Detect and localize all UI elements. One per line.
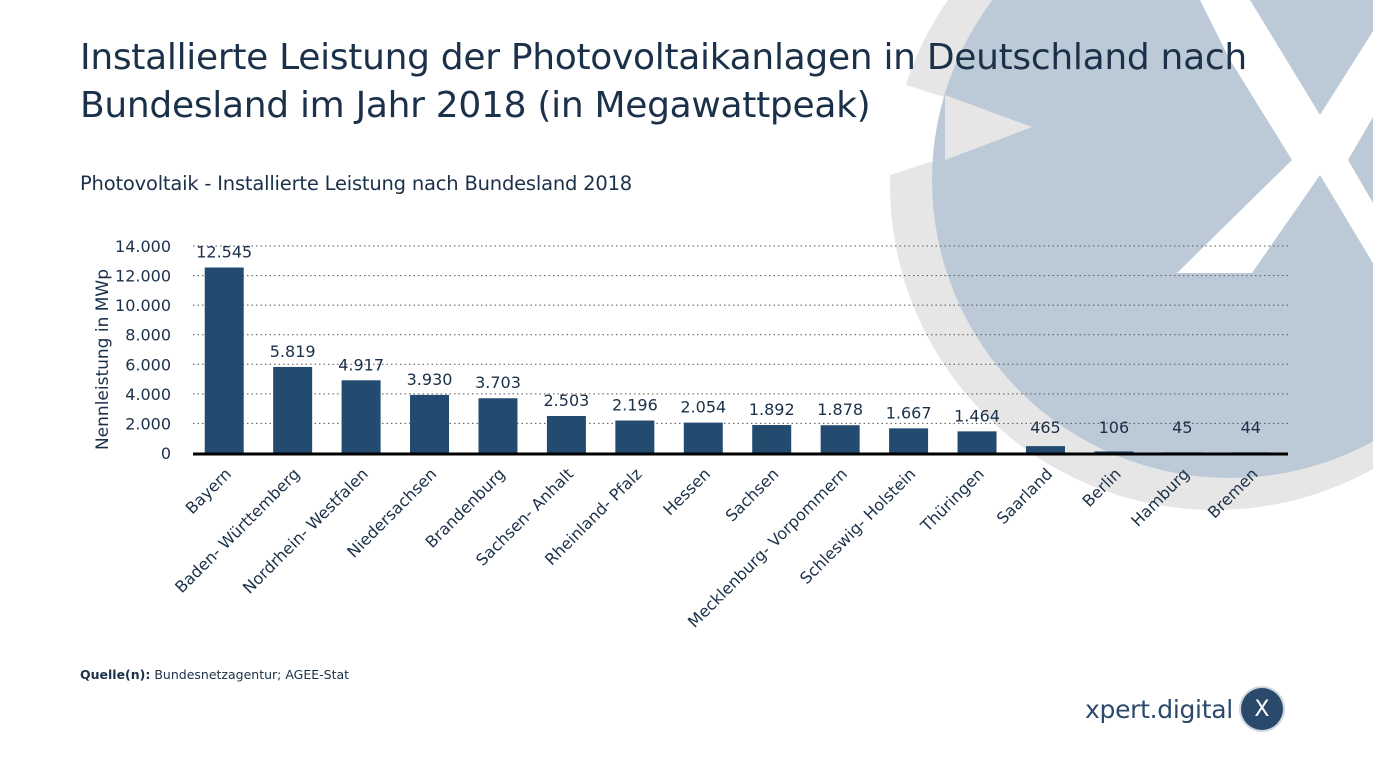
value-label: 1.667: [886, 403, 932, 422]
bar: [1094, 451, 1134, 453]
value-label: 4.917: [338, 355, 384, 374]
y-axis-label: Nennleistung in MWp: [93, 269, 113, 450]
y-tick-label: 6.000: [125, 355, 171, 374]
source-note: Quelle(n): Bundesnetzagentur; AGEE-Stat: [80, 667, 349, 682]
value-label: 2.196: [612, 396, 658, 415]
value-label: 45: [1172, 418, 1192, 437]
value-label: 3.930: [407, 370, 453, 389]
value-labels: 12.545 5.819 4.917 3.930 3.703 2.503 2.196 2.05…: [196, 243, 1261, 437]
bar: [204, 267, 244, 453]
value-label: 2.054: [680, 398, 726, 417]
y-tick-label: 10.000: [115, 296, 171, 315]
page-title: Installierte Leistung der Photovoltaikan…: [80, 37, 1247, 126]
value-label: 3.703: [475, 373, 521, 392]
x-tick-label: Nordrhein- Westfalen: [239, 464, 372, 597]
background-logo-notch: [945, 95, 1032, 160]
value-label: 1.464: [954, 406, 1000, 425]
y-tick-label: 0: [161, 444, 171, 463]
brand-name: xpert.digital: [1085, 694, 1233, 724]
x-tick-label: Baden- Württemberg: [171, 464, 303, 596]
bar: [273, 366, 313, 453]
bar: [957, 431, 997, 453]
value-label: 106: [1099, 418, 1130, 437]
value-label: 5.819: [270, 342, 316, 361]
x-tick-label: Bayern: [182, 464, 235, 517]
brand-logo-link[interactable]: xpert.digital X: [1085, 688, 1283, 730]
bar: [889, 428, 929, 453]
value-label: 12.545: [196, 243, 252, 262]
chart-title: Photovoltaik - Installierte Leistung nac…: [80, 172, 633, 195]
y-tick-label: 2.000: [125, 414, 171, 433]
y-tick-label: 4.000: [125, 385, 171, 404]
y-axis-ticks: 0 2.000 4.000 6.000 8.000 10.000 12.000 14.000: [115, 237, 171, 463]
value-label: 1.878: [817, 400, 863, 419]
y-tick-label: 14.000: [115, 237, 171, 256]
background-logo-circle: [932, 0, 1373, 478]
x-tick-label: Berlin: [1078, 464, 1124, 510]
bars: [204, 267, 1271, 453]
source-label: Quelle(n):: [80, 667, 151, 682]
value-label: 465: [1030, 418, 1061, 437]
x-tick-label: Hamburg: [1127, 464, 1193, 530]
bar: [615, 420, 655, 453]
y-tick-label: 12.000: [115, 267, 171, 286]
x-tick-label: Sachsen: [722, 464, 783, 525]
bar: [683, 422, 723, 453]
value-label: 1.892: [749, 400, 795, 419]
bar: [410, 394, 450, 453]
x-tick-label: Bremen: [1204, 464, 1262, 522]
bar: [546, 415, 586, 453]
value-label: 2.503: [544, 391, 590, 410]
bar: [478, 398, 518, 453]
brand-x-icon: X: [1240, 688, 1283, 730]
y-tick-label: 8.000: [125, 326, 171, 345]
bar: [341, 380, 381, 453]
bar: [1025, 446, 1065, 453]
source-text: Bundesnetzagentur; AGEE-Stat: [154, 667, 350, 682]
bar: [820, 425, 860, 453]
value-label: 44: [1241, 418, 1261, 437]
x-tick-label: Saarland: [993, 464, 1057, 528]
background-logo-x-icon: [1177, 0, 1373, 273]
bar: [752, 425, 792, 453]
x-tick-label: Hessen: [659, 464, 714, 519]
x-tick-label: Thüringen: [916, 464, 988, 536]
x-tick-label: Schleswig- Holstein: [796, 464, 919, 587]
